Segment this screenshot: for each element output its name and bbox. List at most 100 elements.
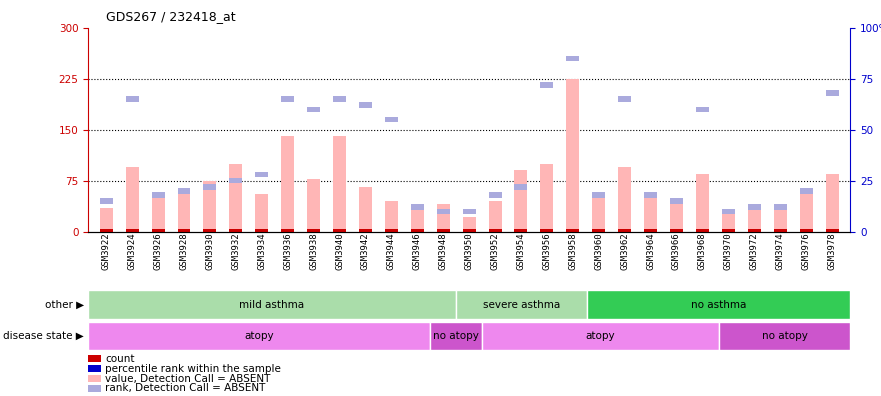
- Bar: [515, 184, 528, 190]
- Bar: [281, 96, 294, 102]
- Bar: [411, 204, 424, 210]
- Bar: [463, 209, 476, 214]
- Text: GSM3952: GSM3952: [491, 233, 500, 270]
- Bar: [307, 179, 320, 232]
- Bar: [255, 172, 268, 177]
- Text: GSM3926: GSM3926: [153, 233, 163, 270]
- Text: GSM3938: GSM3938: [309, 233, 318, 270]
- Text: GSM3954: GSM3954: [516, 233, 525, 270]
- Text: GSM3962: GSM3962: [620, 233, 629, 270]
- Bar: [333, 137, 346, 232]
- Text: GSM3934: GSM3934: [257, 233, 266, 270]
- Bar: [482, 322, 719, 350]
- Bar: [644, 194, 657, 232]
- Bar: [88, 355, 101, 362]
- Bar: [88, 385, 101, 392]
- Bar: [515, 229, 528, 232]
- Bar: [670, 229, 683, 232]
- Bar: [774, 229, 787, 232]
- Bar: [719, 322, 850, 350]
- Bar: [437, 209, 449, 214]
- Bar: [618, 96, 631, 102]
- Bar: [437, 229, 449, 232]
- Text: no atopy: no atopy: [761, 331, 807, 341]
- Bar: [463, 229, 476, 232]
- Bar: [126, 96, 138, 102]
- Text: GSM3930: GSM3930: [205, 233, 214, 270]
- Text: GSM3946: GSM3946: [413, 233, 422, 270]
- Bar: [100, 229, 113, 232]
- Text: GSM3928: GSM3928: [180, 233, 189, 270]
- Text: atopy: atopy: [586, 331, 615, 341]
- Text: GSM3966: GSM3966: [672, 233, 681, 270]
- Bar: [722, 211, 735, 232]
- Text: percentile rank within the sample: percentile rank within the sample: [105, 364, 281, 374]
- Text: GSM3970: GSM3970: [724, 233, 733, 270]
- Bar: [566, 55, 580, 61]
- Bar: [178, 229, 190, 232]
- Bar: [437, 204, 449, 232]
- Text: GSM3922: GSM3922: [101, 233, 111, 270]
- Bar: [281, 229, 294, 232]
- Bar: [670, 198, 683, 204]
- Text: GSM3950: GSM3950: [464, 233, 474, 270]
- Text: GSM3974: GSM3974: [775, 233, 785, 270]
- Bar: [456, 290, 588, 319]
- Bar: [540, 229, 553, 232]
- Bar: [152, 192, 165, 198]
- Bar: [592, 194, 605, 232]
- Text: other ▶: other ▶: [45, 299, 84, 310]
- Text: GDS267 / 232418_at: GDS267 / 232418_at: [106, 10, 235, 23]
- Text: GSM3932: GSM3932: [232, 233, 241, 270]
- Bar: [126, 167, 138, 232]
- Bar: [255, 229, 268, 232]
- Bar: [100, 198, 113, 204]
- Text: count: count: [105, 354, 135, 364]
- Text: GSM3936: GSM3936: [283, 233, 292, 270]
- Bar: [307, 107, 320, 112]
- Text: GSM3948: GSM3948: [439, 233, 448, 270]
- Bar: [463, 217, 476, 232]
- Bar: [88, 365, 101, 372]
- Bar: [696, 229, 709, 232]
- Bar: [88, 290, 456, 319]
- Bar: [800, 194, 812, 232]
- Bar: [126, 229, 138, 232]
- Bar: [229, 178, 242, 183]
- Bar: [722, 209, 735, 214]
- Bar: [359, 229, 372, 232]
- Bar: [618, 167, 631, 232]
- Bar: [385, 117, 398, 122]
- Bar: [411, 208, 424, 232]
- Bar: [489, 229, 501, 232]
- Bar: [152, 229, 165, 232]
- Text: value, Detection Call = ABSENT: value, Detection Call = ABSENT: [105, 373, 270, 384]
- Text: no atopy: no atopy: [433, 331, 479, 341]
- Bar: [88, 322, 430, 350]
- Bar: [88, 375, 101, 382]
- Bar: [825, 229, 839, 232]
- Bar: [800, 188, 812, 194]
- Bar: [825, 90, 839, 96]
- Text: no asthma: no asthma: [691, 299, 746, 310]
- Bar: [333, 96, 346, 102]
- Bar: [566, 79, 580, 232]
- Bar: [566, 229, 580, 232]
- Bar: [100, 208, 113, 232]
- Bar: [385, 201, 398, 232]
- Text: GSM3924: GSM3924: [128, 233, 137, 270]
- Bar: [696, 174, 709, 232]
- Bar: [825, 174, 839, 232]
- Bar: [722, 229, 735, 232]
- Text: GSM3956: GSM3956: [543, 233, 552, 270]
- Text: GSM3964: GSM3964: [646, 233, 655, 270]
- Bar: [178, 188, 190, 194]
- Bar: [385, 229, 398, 232]
- Bar: [359, 103, 372, 108]
- Bar: [540, 164, 553, 232]
- Bar: [178, 194, 190, 232]
- Bar: [204, 229, 217, 232]
- Bar: [333, 229, 346, 232]
- Text: GSM3972: GSM3972: [750, 233, 759, 270]
- Bar: [748, 204, 760, 232]
